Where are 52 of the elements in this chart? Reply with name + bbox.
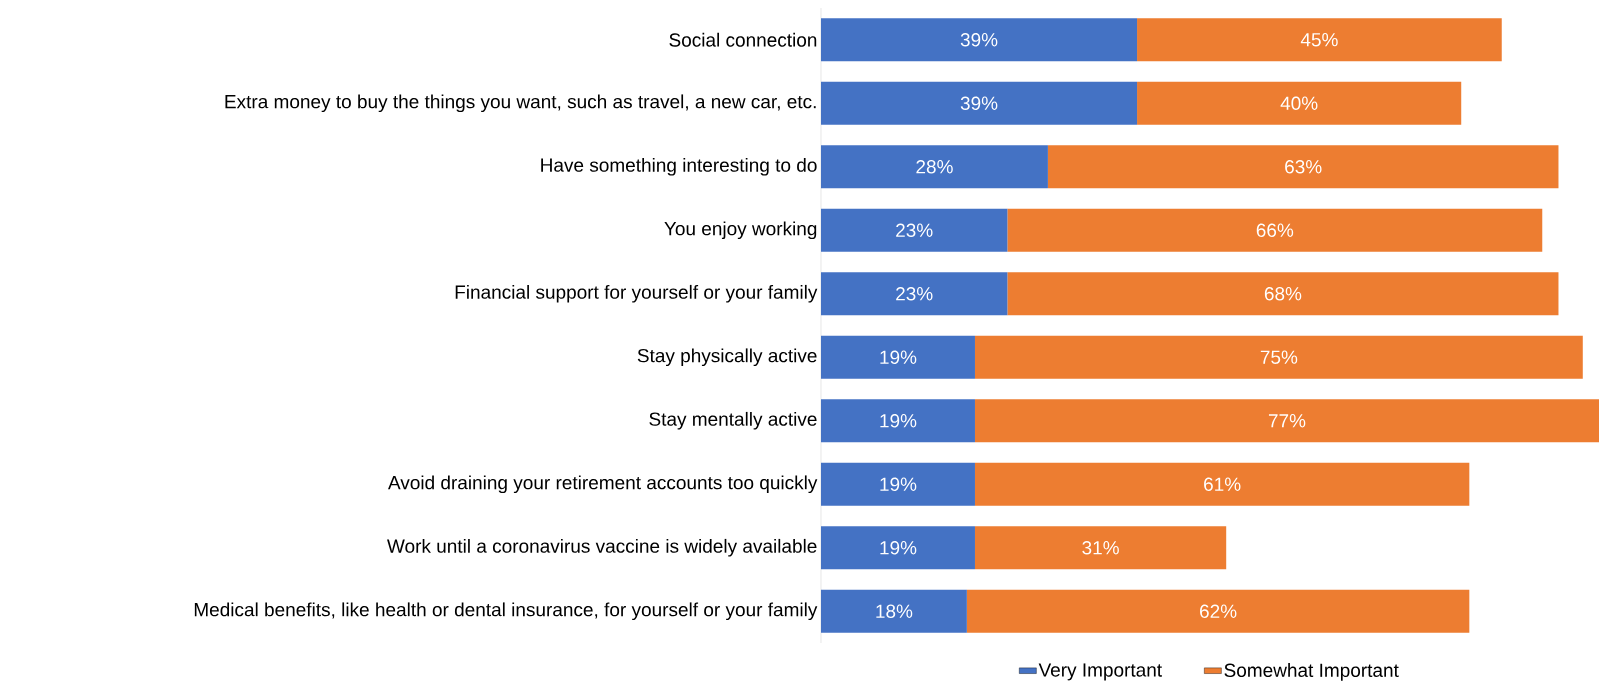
bar <box>820 145 1048 189</box>
y-tick-label: Extra money to buy the things you want, such as travel, a new car, etc. <box>225 94 816 113</box>
data-label: 31% <box>1082 541 1119 555</box>
bar <box>974 335 1583 379</box>
bar <box>820 81 1138 125</box>
y-tick-label: Work until a coronavirus vaccine is widely available <box>387 538 817 557</box>
bar <box>974 462 1470 506</box>
data-label: 75% <box>1260 350 1298 364</box>
data-label: 45% <box>1300 33 1338 47</box>
data-label: 23% <box>896 287 933 301</box>
y-tick-label: Stay mentally active <box>649 411 817 430</box>
y-tick-label: Financial support for yourself or your family <box>455 284 818 303</box>
bar <box>820 589 967 633</box>
bar <box>1007 272 1559 316</box>
bar <box>974 399 1599 443</box>
y-tick-label: Avoid draining your retirement accounts too quickly <box>388 475 818 494</box>
data-label: 39% <box>960 96 998 110</box>
bar <box>820 208 1008 252</box>
bar <box>820 272 1008 316</box>
data-label: 63% <box>1285 160 1322 174</box>
data-label: 77% <box>1268 414 1306 428</box>
data-label: 19% <box>880 414 917 428</box>
bar <box>820 335 975 379</box>
bar <box>820 462 975 506</box>
data-label: 19% <box>880 477 917 491</box>
data-label: 28% <box>916 160 953 174</box>
legend-label: Somewhat Important <box>1224 663 1399 681</box>
bar <box>1047 145 1559 189</box>
bar <box>1137 18 1502 62</box>
data-label: 23% <box>896 223 933 237</box>
data-label: 40% <box>1280 96 1318 110</box>
data-label: 62% <box>1200 604 1237 618</box>
bar <box>820 399 975 443</box>
data-label: 18% <box>876 604 913 618</box>
bar <box>1137 81 1462 125</box>
data-label: 19% <box>880 541 917 555</box>
data-label: 66% <box>1256 223 1294 237</box>
bar <box>820 18 1138 62</box>
bar <box>966 589 1470 633</box>
bar <box>1007 208 1543 252</box>
data-label: 39% <box>960 33 998 47</box>
bar <box>820 526 975 570</box>
y-tick-label: Stay physically active <box>637 348 817 367</box>
y-tick-label: You enjoy working <box>664 221 817 240</box>
data-label: 19% <box>880 350 917 364</box>
legend-label: Very Important <box>1038 663 1162 681</box>
y-tick-label: Have something interesting to do <box>541 157 817 176</box>
y-tick-label: Social connection <box>669 32 817 47</box>
data-label: 61% <box>1204 477 1241 491</box>
data-label: 68% <box>1264 287 1302 301</box>
bar <box>974 526 1227 570</box>
y-tick-label: Medical benefits, like health or dental insurance, for yourself or your family <box>194 602 818 621</box>
